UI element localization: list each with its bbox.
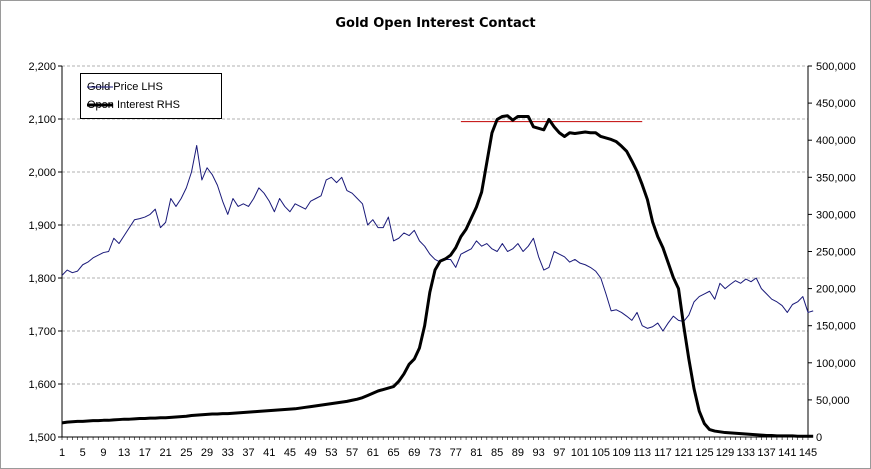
y-right-tick-label: 0	[816, 432, 822, 444]
x-tick-label: 9	[100, 447, 106, 459]
y-right-tick-label: 200,000	[816, 284, 856, 296]
x-tick-label: 113	[633, 447, 651, 459]
y-right-tick-label: 500,000	[816, 61, 856, 73]
x-tick-label: 125	[695, 447, 713, 459]
x-tick-label: 29	[201, 447, 213, 459]
x-tick-label: 49	[305, 447, 317, 459]
y-left-tick-label: 1,700	[28, 326, 56, 338]
y-left-tick-label: 1,500	[28, 432, 56, 444]
legend-label-open-interest: Open Interest RHS	[87, 99, 180, 111]
x-tick-label: 121	[674, 447, 692, 459]
y-left-tick-label: 1,600	[28, 379, 56, 391]
legend-swatch-open-interest	[87, 103, 113, 107]
x-tick-label: 145	[799, 447, 817, 459]
y-left-tick-label: 1,800	[28, 273, 56, 285]
x-tick-label: 81	[470, 447, 482, 459]
x-tick-label: 57	[346, 447, 358, 459]
chart-title: Gold Open Interest Contact	[335, 16, 536, 31]
series-line-open-interest	[61, 114, 814, 438]
x-tick-label: 141	[778, 447, 796, 459]
series-line-gold-price	[61, 145, 814, 332]
x-tick-label: 61	[367, 447, 379, 459]
x-tick-label: 37	[242, 447, 254, 459]
x-tick-label: 13	[118, 447, 130, 459]
x-tick-label: 41	[263, 447, 275, 459]
x-tick-label: 109	[612, 447, 630, 459]
legend-swatch-gold-price	[87, 86, 113, 88]
x-tick-label: 21	[159, 447, 171, 459]
y-right-tick-label: 450,000	[816, 98, 856, 110]
x-tick-label: 17	[139, 447, 151, 459]
x-tick-label: 69	[408, 447, 420, 459]
legend-label-gold-price: Gold Price LHS	[87, 81, 163, 93]
x-tick-label: 93	[532, 447, 544, 459]
x-tick-label: 117	[654, 447, 672, 459]
x-tick-label: 133	[737, 447, 755, 459]
y-left-tick-label: 2,100	[28, 114, 56, 126]
x-tick-label: 53	[325, 447, 337, 459]
y-left-tick-label: 2,200	[28, 61, 56, 73]
y-right-tick-label: 400,000	[816, 135, 856, 147]
y-right-tick-label: 250,000	[816, 247, 856, 259]
y-left-tick-label: 2,000	[28, 167, 56, 179]
x-tick-label: 77	[450, 447, 462, 459]
x-tick-label: 137	[757, 447, 775, 459]
x-tick-label: 65	[387, 447, 399, 459]
legend-item-open-interest: Open Interest RHS	[87, 98, 180, 112]
x-tick-label: 129	[716, 447, 734, 459]
x-tick-label: 25	[180, 447, 192, 459]
x-tick-label: 33	[222, 447, 234, 459]
x-tick-label: 89	[512, 447, 524, 459]
x-tick-label: 73	[429, 447, 441, 459]
y-right-tick-label: 50,000	[816, 395, 850, 407]
legend: Gold Price LHS Open Interest RHS	[80, 73, 222, 119]
y-right-tick-label: 150,000	[816, 321, 856, 333]
x-tick-label: 101	[571, 447, 589, 459]
y-right-tick-label: 100,000	[816, 358, 856, 370]
x-tick-label: 45	[284, 447, 296, 459]
legend-item-gold-price: Gold Price LHS	[87, 80, 163, 94]
y-right-tick-label: 300,000	[816, 209, 856, 221]
y-right-tick-label: 350,000	[816, 172, 856, 184]
x-tick-label: 5	[80, 447, 86, 459]
y-left-tick-label: 1,900	[28, 220, 56, 232]
x-tick-label: 105	[592, 447, 610, 459]
x-tick-label: 85	[491, 447, 503, 459]
x-tick-label: 97	[553, 447, 565, 459]
x-tick-label: 1	[59, 447, 65, 459]
